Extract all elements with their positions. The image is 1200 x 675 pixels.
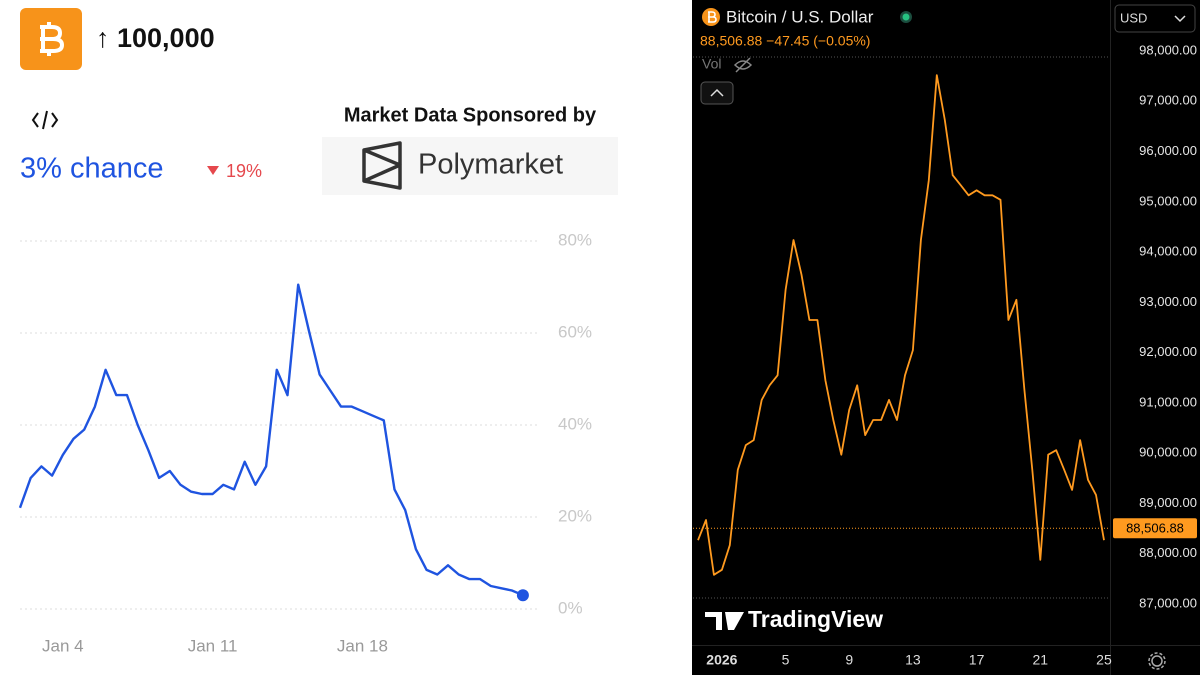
y-tick-label: 92,000.00	[1139, 344, 1197, 359]
sponsor: Polymarket	[418, 149, 563, 181]
current-price-label: 88,506.88	[1126, 521, 1184, 536]
price-text: 88,506.88 −47.45 (−0.05%)	[700, 33, 870, 49]
y-tick-label: 96,000.00	[1139, 143, 1197, 158]
y-tick-label: 98,000.00	[1139, 42, 1197, 57]
change: 19%	[226, 161, 262, 181]
x-tick-label: 5	[782, 652, 790, 668]
currency-caret	[1174, 15, 1186, 23]
y-tick-label: 20%	[558, 506, 592, 525]
bitcoin-glyph-small	[708, 11, 717, 23]
currency: USD	[1120, 10, 1147, 25]
volume-label: Vol	[702, 56, 721, 72]
embed-icon[interactable]	[31, 110, 59, 130]
settings-icon-teeth	[1148, 652, 1166, 670]
x-tick-label: Jan 11	[188, 636, 238, 655]
hide-icon[interactable]	[733, 57, 753, 73]
end-dot	[516, 589, 529, 602]
current-price-box	[1113, 518, 1197, 539]
y-tick-label: 88,000.00	[1139, 545, 1197, 560]
sponsor-label: Market Data Sponsored by	[344, 104, 597, 126]
down-arrow	[207, 166, 219, 175]
x-tick-label: 25	[1096, 652, 1112, 668]
collapse-caret	[710, 88, 724, 97]
y-tick-label: 0%	[558, 598, 583, 617]
y-tick-label: 80%	[558, 230, 592, 249]
series-line	[697, 74, 1105, 576]
y-tick-label: 90,000.00	[1139, 445, 1197, 460]
y-tick-label: 97,000.00	[1139, 93, 1197, 108]
x-tick-label: 17	[969, 652, 985, 668]
x-tick-label: 13	[905, 652, 921, 668]
y-tick-label: 91,000.00	[1139, 394, 1197, 409]
y-tick-label: 95,000.00	[1139, 193, 1197, 208]
left-panel	[0, 0, 692, 675]
y-tick-label: 60%	[558, 322, 592, 341]
x-tick-label: 9	[845, 652, 853, 668]
headline: 3% chance	[20, 153, 164, 185]
currency-button[interactable]	[1114, 4, 1196, 33]
collapse-button[interactable]	[700, 81, 734, 105]
x-tick-label: Jan 18	[337, 636, 388, 655]
right-panel	[692, 0, 1200, 675]
brand: TradingView	[748, 606, 883, 632]
x-tick-label: Jan 4	[42, 636, 84, 655]
x-tick-label: 21	[1032, 652, 1048, 668]
y-tick-label: 87,000.00	[1139, 595, 1197, 610]
bitcoin-glyph	[40, 22, 65, 56]
x-tick-label: 2026	[706, 652, 737, 668]
symbol-title: Bitcoin / U.S. Dollar	[726, 7, 874, 26]
sponsor-box	[322, 137, 618, 195]
settings-icon[interactable]	[1151, 655, 1163, 667]
y-tick-label: 40%	[558, 414, 592, 433]
status-dot	[902, 13, 910, 21]
series-line	[18, 283, 524, 597]
y-tick-label: 89,000.00	[1139, 495, 1197, 510]
y-tick-label: 93,000.00	[1139, 294, 1197, 309]
tradingview-logo	[705, 612, 744, 630]
market-title: ↑ 100,000	[96, 23, 215, 53]
polymarket-logo	[362, 141, 402, 190]
y-tick-label: 94,000.00	[1139, 244, 1197, 259]
